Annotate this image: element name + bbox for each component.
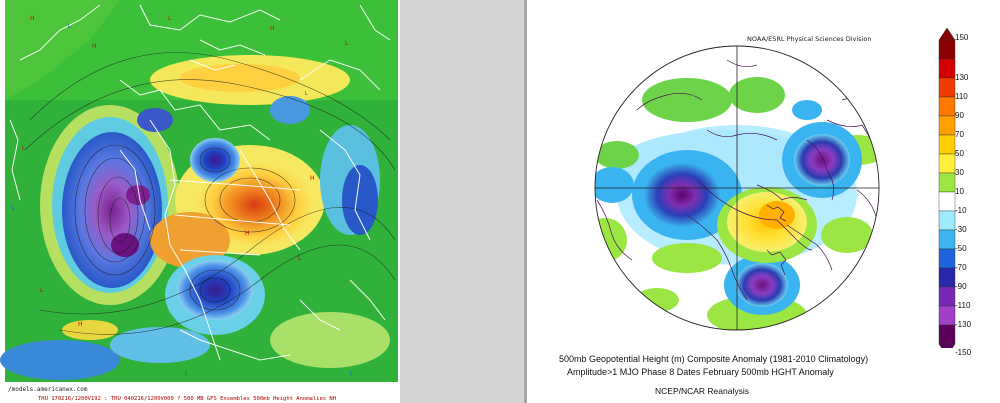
- colorbar-segment: [938, 115, 956, 136]
- caption-line-2: Amplitude>1 MJO Phase 8 Dates February 5…: [567, 367, 834, 377]
- colorbar-segment: [938, 153, 956, 174]
- colorbar-segment: [938, 96, 956, 117]
- svg-text:L: L: [298, 255, 302, 262]
- divider-gap: [400, 0, 527, 403]
- colorbar-segment: [938, 58, 956, 79]
- polar-projection-graphic: [594, 45, 880, 331]
- caption-line-1: 500mb Geopotential Height (m) Composite …: [559, 354, 869, 364]
- colorbar-segment: [938, 39, 956, 60]
- colorbar-segment: [938, 134, 956, 155]
- svg-text:L: L: [185, 371, 188, 377]
- colorbar-segment: [938, 267, 956, 288]
- svg-text:H: H: [245, 230, 250, 237]
- svg-text:L: L: [68, 24, 71, 30]
- colorbar-tick-label: -130: [955, 320, 972, 329]
- colorbar-tick-label: 90: [955, 111, 964, 120]
- colorbar-tick-label: 70: [955, 130, 964, 139]
- gfs-map-graphic: H H L H L L H L H H L L L L L L: [0, 0, 398, 382]
- map-source-label: /models.americanwx.com: [8, 386, 88, 393]
- svg-text:L: L: [12, 206, 15, 212]
- colorbar: [938, 28, 956, 348]
- colorbar-tick-label: 150: [955, 33, 969, 42]
- map-footer-text: THU 170216/1200V192 : THU 040216/1200V00…: [38, 396, 337, 402]
- svg-text:L: L: [168, 15, 172, 22]
- colorbar-tick-label: -90: [955, 282, 967, 291]
- colorbar-segment: [938, 172, 956, 193]
- svg-text:H: H: [92, 43, 97, 50]
- colorbar-tick-label: 30: [955, 168, 964, 177]
- colorbar-segment: [938, 191, 956, 212]
- svg-text:L: L: [22, 145, 26, 152]
- svg-text:L: L: [350, 371, 353, 377]
- colorbar-tick-label: -10: [955, 206, 967, 215]
- colorbar-segment: [938, 305, 956, 326]
- colorbar-tick-label: 50: [955, 149, 964, 158]
- svg-text:H: H: [78, 321, 83, 328]
- svg-text:L: L: [40, 287, 44, 294]
- colorbar-segment: [938, 210, 956, 231]
- noaa-credit: NOAA/ESRL Physical Sciences Division: [747, 35, 872, 43]
- colorbar-tick-label: -150: [955, 348, 972, 357]
- gfs-ensemble-anomaly-map: H H L H L L H L H H L L L L L L /models.americanwx…: [0, 0, 400, 403]
- colorbar-tick-label: -70: [955, 263, 967, 272]
- colorbar-segment: [938, 324, 956, 345]
- colorbar-tick-label: -30: [955, 225, 967, 234]
- colorbar-segment: [938, 77, 956, 98]
- colorbar-segment: [938, 286, 956, 307]
- colorbar-tick-label: -50: [955, 244, 967, 253]
- colorbar-tick-label: 110: [955, 92, 968, 101]
- svg-text:H: H: [310, 175, 315, 182]
- noaa-composite-anomaly-map: NOAA/ESRL Physical Sciences Division: [527, 0, 1000, 403]
- colorbar-tick-label: 10: [955, 187, 964, 196]
- svg-text:H: H: [30, 15, 35, 22]
- colorbar-tick-label: -110: [955, 301, 971, 310]
- colorbar-segment: [938, 248, 956, 269]
- svg-text:L: L: [345, 40, 349, 47]
- colorbar-segment: [938, 229, 956, 250]
- svg-text:H: H: [270, 25, 275, 32]
- colorbar-tick-label: 130: [955, 73, 969, 82]
- caption-line-3: NCEP/NCAR Reanalysis: [655, 386, 749, 396]
- svg-text:L: L: [305, 91, 308, 97]
